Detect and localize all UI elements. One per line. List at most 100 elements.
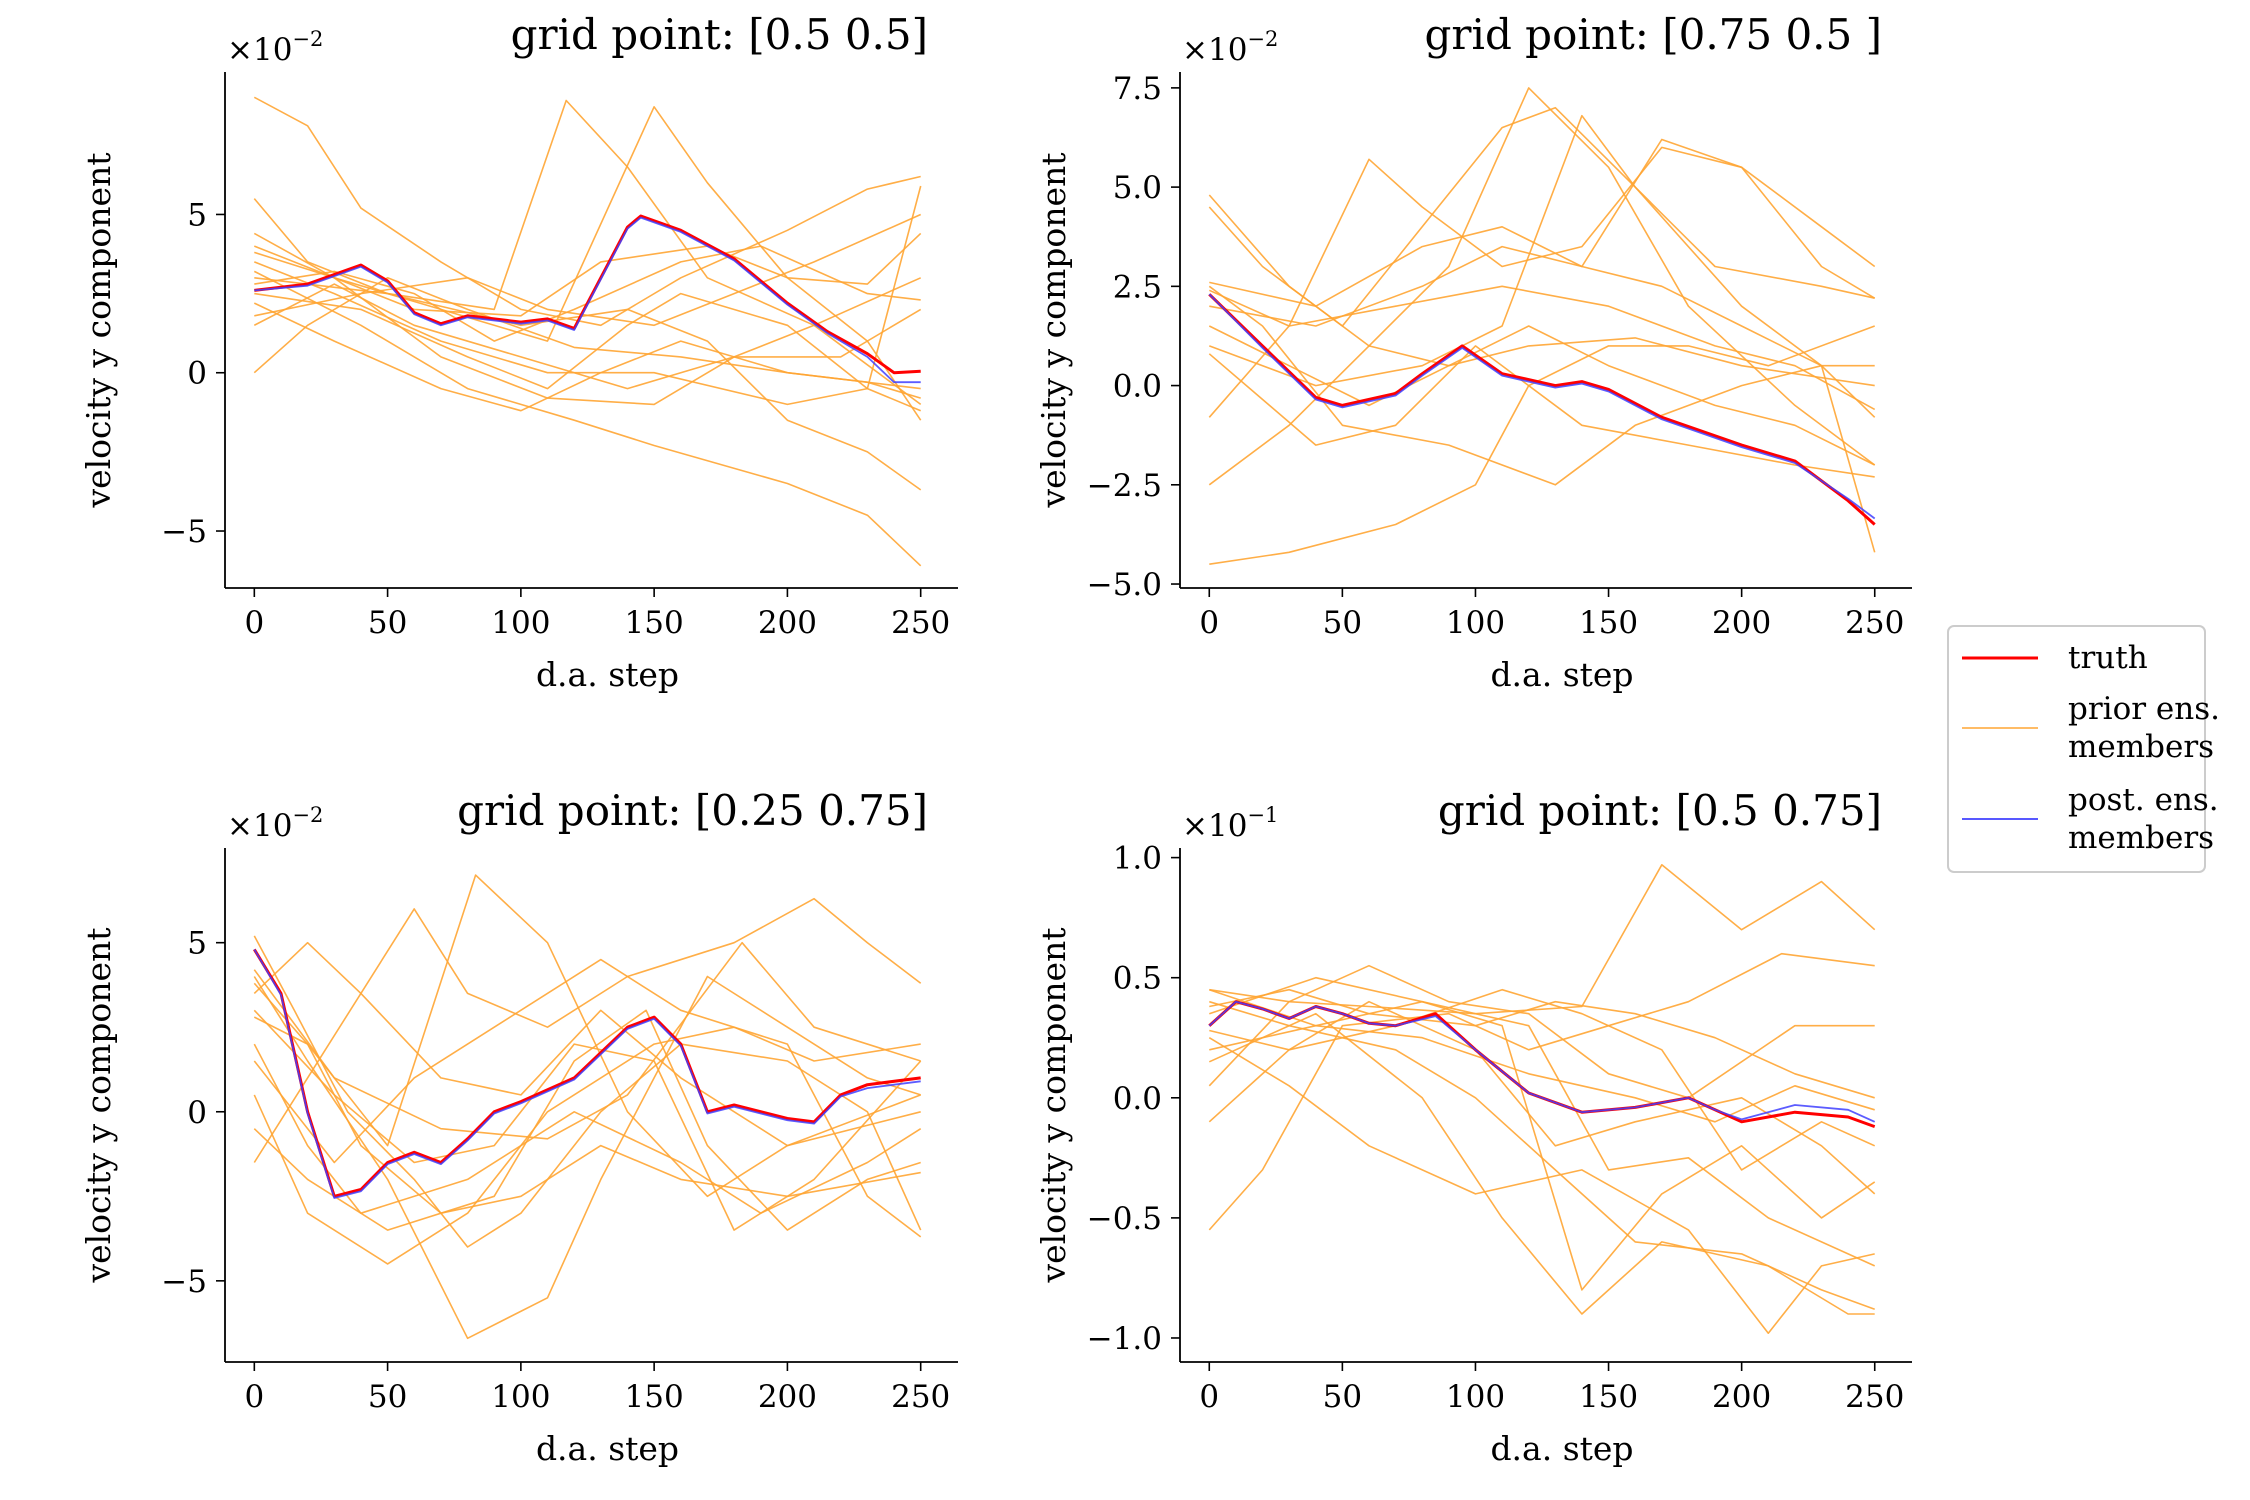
y-tick-label: −5 xyxy=(161,1264,207,1300)
prior-member-line-1 xyxy=(1208,106,1876,553)
prior-member-line-12 xyxy=(1209,988,1876,1171)
prior-member-line-3 xyxy=(1209,1000,1875,1310)
chart-panel-2: 0 50 100 150 200 250 −5.0 −2.5 0.0 2.5 5.0 7.5 ×10−2… xyxy=(1034,10,1912,694)
y-offset-text: ×10−2 xyxy=(1182,27,1278,68)
posterior-member-line xyxy=(253,948,921,1199)
x-tick-label: 200 xyxy=(1712,605,1771,641)
truth-line xyxy=(253,948,921,1198)
prior-member-line-3 xyxy=(1208,285,1876,486)
y-axis-label: velocity y component xyxy=(79,927,118,1283)
x-tick-label: 150 xyxy=(625,1379,684,1415)
prior-member-line-1 xyxy=(253,96,921,327)
plot-area xyxy=(253,96,922,567)
prior-member-line-8 xyxy=(1208,1000,1876,1195)
prior-member-line-2 xyxy=(1208,952,1875,1231)
y-tick-label: 0 xyxy=(187,1095,207,1131)
x-tick-label: 100 xyxy=(1446,605,1505,641)
prior-member-line-9 xyxy=(253,1009,922,1231)
legend-label-prior: prior ens. xyxy=(2068,691,2220,727)
x-tick-label: 0 xyxy=(244,1379,264,1415)
prior-member-line-2 xyxy=(253,975,921,1340)
prior-member-line-2 xyxy=(1208,87,1876,466)
x-axis-label: d.a. step xyxy=(536,655,679,694)
y-offset-exponent: −2 xyxy=(292,27,323,51)
prior-member-line-1 xyxy=(253,935,922,1248)
x-tick-label: 200 xyxy=(1712,1379,1771,1415)
prior-member-line-6 xyxy=(254,277,922,491)
prior-member-line-5 xyxy=(253,1026,921,1265)
prior-member-line-10 xyxy=(1209,988,1875,1099)
x-tick-label: 100 xyxy=(1446,1379,1505,1415)
x-tick-label: 0 xyxy=(244,605,264,641)
y-tick-label: 0 xyxy=(187,356,207,392)
prior-member-line-1 xyxy=(1209,864,1876,1015)
y-tick-label: −2.5 xyxy=(1087,468,1162,504)
x-tick-label: 50 xyxy=(368,1379,407,1415)
y-tick-label: −0.5 xyxy=(1087,1201,1162,1237)
y-tick-label: 7.5 xyxy=(1113,71,1162,107)
chart-panel-3: 0 50 100 150 200 250 −5 0 5 ×10−2 grid point: [0.2… xyxy=(79,786,958,1468)
x-tick-label: 250 xyxy=(1845,605,1904,641)
chart-title: grid point: [0.5 0.75] xyxy=(1438,786,1882,835)
prior-member-line-10 xyxy=(254,213,922,327)
prior-member-line-8 xyxy=(254,292,922,412)
prior-member-line-9 xyxy=(1209,988,1875,1123)
prior-member-line-4 xyxy=(1209,114,1875,387)
chart-panel-1: 0 50 100 150 200 250 −5 0 5 ×10−2 grid point: [0.5… xyxy=(79,10,958,694)
prior-member-line-8 xyxy=(253,958,922,1238)
y-tick-label: 5 xyxy=(187,197,207,233)
y-tick-label: 5.0 xyxy=(1113,170,1162,206)
prior-member-line-10 xyxy=(1209,138,1876,307)
plot-area xyxy=(1208,87,1876,565)
x-tick-label: 100 xyxy=(491,605,550,641)
posterior-member-line xyxy=(1208,293,1876,520)
x-tick-label: 0 xyxy=(1199,1379,1219,1415)
truth-line xyxy=(1208,293,1876,526)
prior-member-line-7 xyxy=(254,245,921,342)
prior-member-line-5 xyxy=(253,270,922,567)
prior-member-line-11 xyxy=(253,941,921,1140)
x-tick-label: 100 xyxy=(491,1379,550,1415)
y-tick-label: 2.5 xyxy=(1113,269,1162,305)
y-offset-text: ×10−2 xyxy=(227,803,323,844)
prior-member-line-13 xyxy=(254,232,922,317)
x-axis-label: d.a. step xyxy=(1490,1429,1633,1468)
chart-title: grid point: [0.25 0.75] xyxy=(457,786,928,835)
y-offset-exponent: −1 xyxy=(1247,803,1278,827)
y-axis-label: velocity y component xyxy=(1034,152,1073,508)
x-axis-label: d.a. step xyxy=(536,1429,679,1468)
legend-frame xyxy=(1947,625,2206,873)
prior-member-line-9 xyxy=(253,302,921,412)
chart-title: grid point: [0.5 0.5] xyxy=(511,10,928,59)
prior-member-line-7 xyxy=(1209,325,1875,565)
y-offset-exponent: −2 xyxy=(1247,27,1278,51)
y-offset-text: ×10−2 xyxy=(227,27,323,68)
y-offset-exponent: −2 xyxy=(292,803,323,827)
chart-panel-4: 0 50 100 150 200 250 −1.0 −0.5 0.0 0.5 1.0 ×10−1 gri… xyxy=(1034,786,1912,1468)
legend-label-truth: truth xyxy=(2068,640,2148,676)
y-tick-label: 1.0 xyxy=(1113,841,1162,877)
x-tick-label: 50 xyxy=(368,605,407,641)
prior-member-line-11 xyxy=(253,277,922,390)
prior-member-line-7 xyxy=(253,1009,921,1231)
chart-title: grid point: [0.75 0.5 ] xyxy=(1425,10,1882,59)
x-axis-label: d.a. step xyxy=(1490,655,1633,694)
x-tick-label: 200 xyxy=(758,605,817,641)
x-tick-label: 0 xyxy=(1199,605,1219,641)
x-tick-label: 250 xyxy=(891,1379,950,1415)
x-tick-label: 50 xyxy=(1323,605,1362,641)
y-offset-text: ×10−1 xyxy=(1182,803,1278,844)
prior-member-line-12 xyxy=(253,277,921,399)
x-tick-label: 50 xyxy=(1323,1379,1362,1415)
y-tick-label: −1.0 xyxy=(1087,1321,1162,1357)
prior-member-line-11 xyxy=(1208,345,1875,478)
x-tick-label: 150 xyxy=(1579,1379,1638,1415)
prior-member-line-5 xyxy=(1209,976,1876,1291)
plot-area xyxy=(1208,864,1876,1334)
prior-member-line-8 xyxy=(1209,245,1875,367)
prior-member-line-4 xyxy=(1208,1037,1875,1334)
y-tick-label: 0.0 xyxy=(1113,369,1162,405)
y-tick-label: −5.0 xyxy=(1087,567,1162,603)
